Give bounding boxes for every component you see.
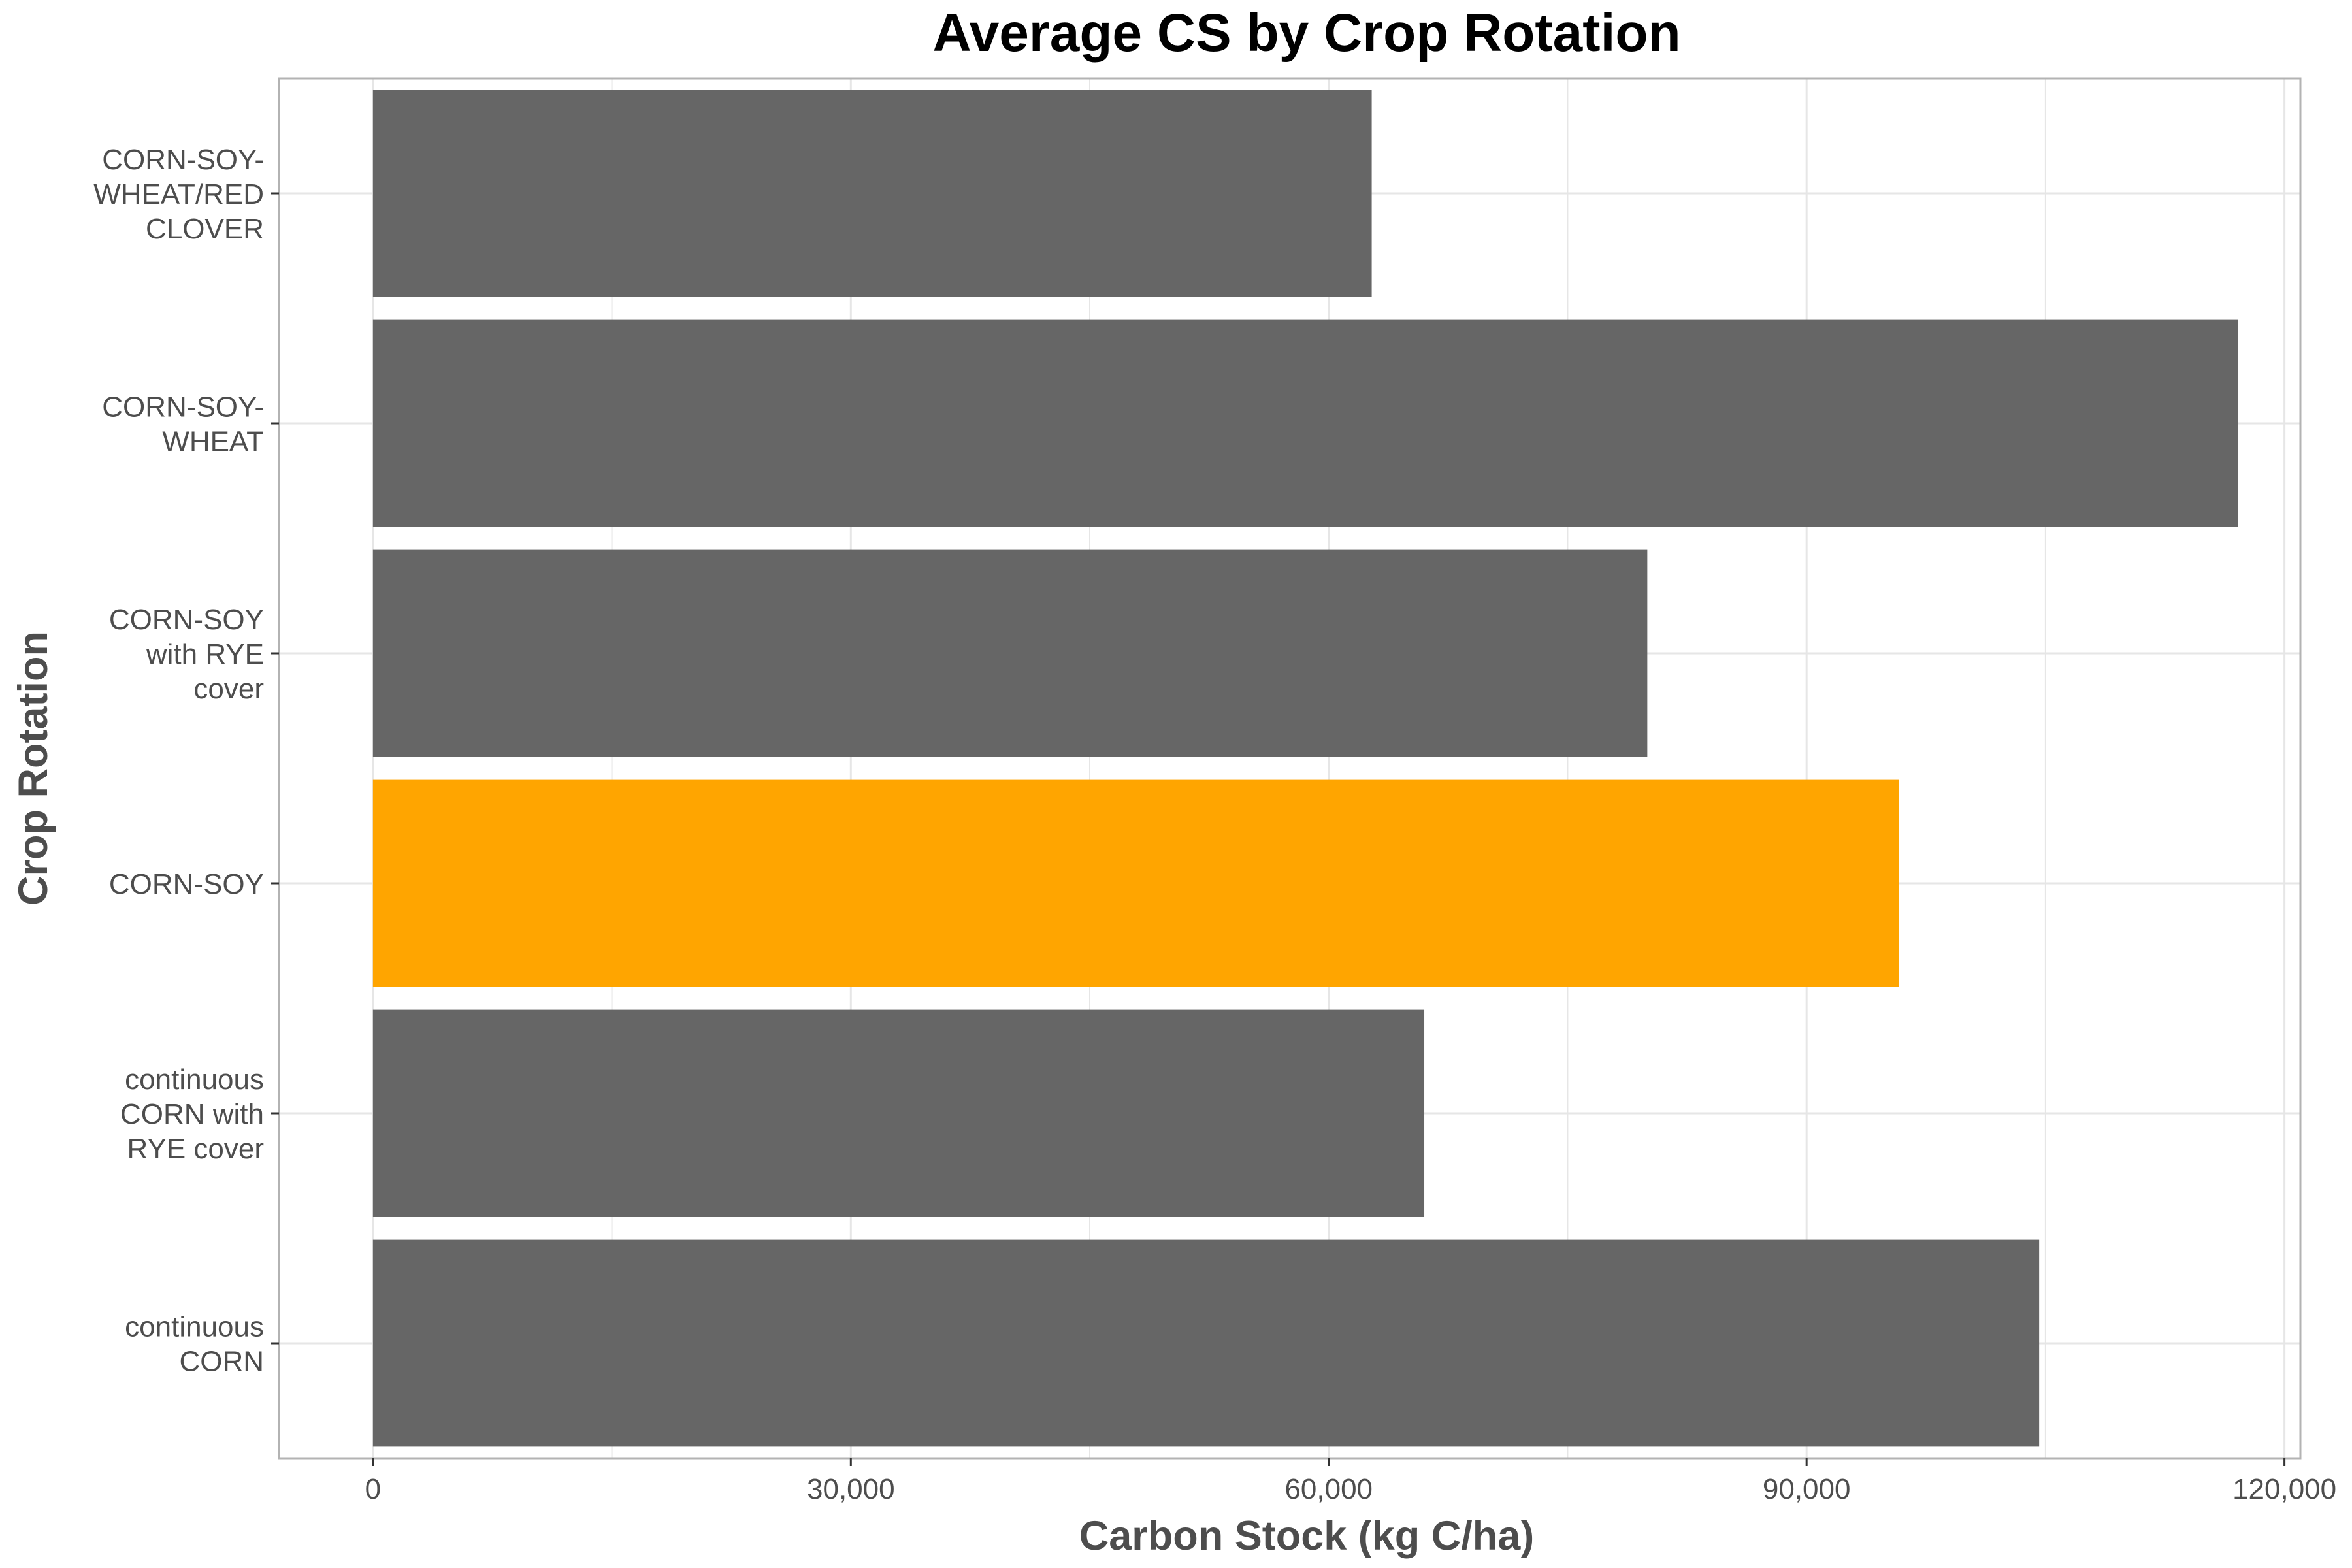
y-tick-label: CORN-SOY with RYE cover	[109, 604, 264, 705]
y-axis-ticks: CORN-SOY-WHEAT/RED CLOVER CORN-SOY-WHEAT CO…	[93, 144, 279, 1378]
x-axis-ticks: 0 30,000 60,000 90,000 120,000	[365, 1458, 2336, 1505]
x-tick-label: 0	[365, 1473, 381, 1505]
bar-3	[372, 779, 1899, 987]
y-axis-title: Crop Rotation	[10, 631, 56, 906]
y-tick-label: continuous CORN with RYE cover	[120, 1064, 264, 1165]
x-tick-label: 90,000	[1763, 1473, 1851, 1505]
x-axis-title: Carbon Stock (kg C/ha)	[1079, 1513, 1535, 1559]
chart-title: Average CS by Crop Rotation	[932, 3, 1680, 63]
plot-panel-border	[278, 77, 2302, 1460]
bars	[372, 90, 2238, 1447]
y-tick-label: CORN-SOY-WHEAT	[102, 391, 264, 458]
x-tick-label: 60,000	[1284, 1473, 1373, 1505]
x-tick-label: 120,000	[2232, 1473, 2336, 1505]
y-tick-label: CORN-SOY-WHEAT/RED CLOVER	[93, 144, 264, 245]
bar-1	[372, 319, 2238, 527]
x-tick-label: 30,000	[807, 1473, 895, 1505]
y-tick-label: continuous CORN	[125, 1311, 264, 1378]
bar-2	[372, 549, 1648, 757]
y-tick-label: CORN-SOY	[109, 868, 264, 900]
bar-0	[372, 90, 1372, 297]
bar-5	[372, 1239, 2040, 1447]
bar-4	[372, 1009, 1425, 1217]
